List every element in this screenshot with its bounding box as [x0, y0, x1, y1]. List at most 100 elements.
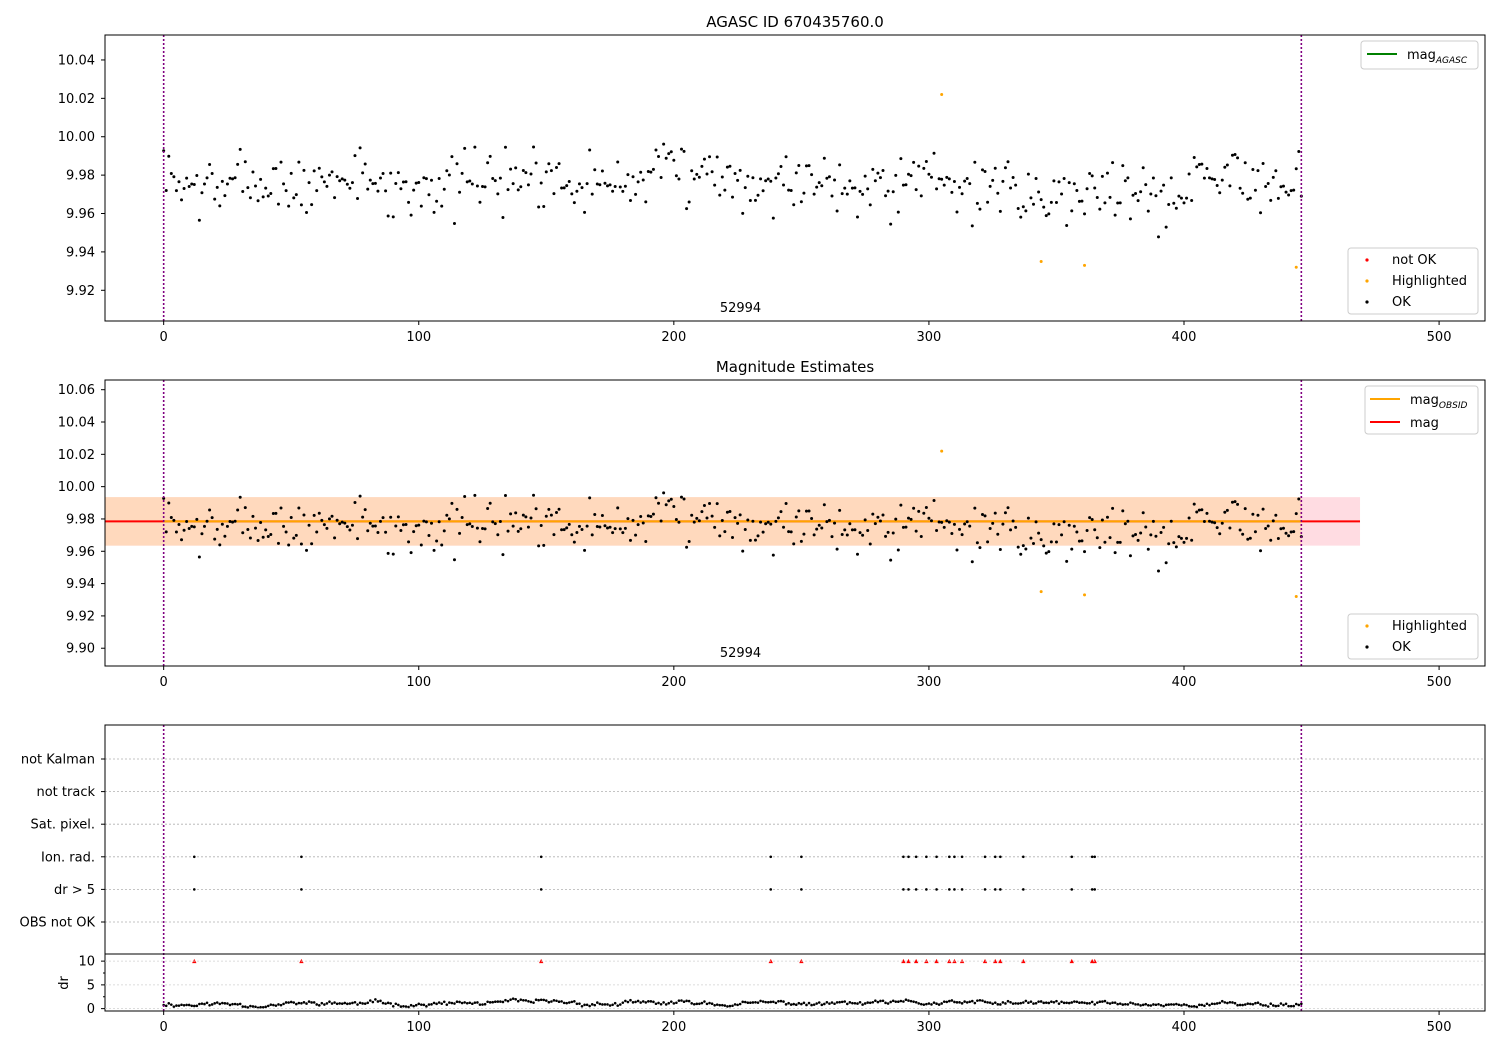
dr-point [167, 1002, 171, 1005]
agasc-ok-point [628, 198, 632, 202]
agasc-ok-point [963, 179, 967, 183]
dr-point [942, 1000, 946, 1003]
dr-point [1256, 1001, 1260, 1005]
dr-point [856, 1002, 859, 1005]
agasc-ok-point [1090, 174, 1094, 178]
agasc-ok-point [945, 175, 949, 179]
dr-point [356, 1003, 359, 1006]
agasc-ok-point [899, 157, 903, 161]
agasc-ok-point [501, 216, 505, 220]
dr-point [897, 1000, 900, 1004]
dr-point [728, 1004, 732, 1008]
agasc-ok-point [1243, 161, 1247, 165]
agasc-ok-point [1151, 176, 1155, 180]
dr-ytick-label: 5 [87, 978, 95, 993]
mag-ok-point [243, 506, 247, 510]
mag-ok-point [616, 506, 620, 510]
mag-ok-point [794, 515, 798, 519]
dr-point [440, 1002, 444, 1005]
agasc-ok-point [685, 207, 689, 211]
agasc-ok-point [567, 180, 571, 184]
mag-ok-point [305, 548, 309, 552]
dr-point [279, 1003, 283, 1007]
mag-ok-point [1218, 532, 1222, 536]
agasc-ok-point [1088, 171, 1092, 175]
dr-point [820, 1003, 824, 1007]
flag-event-point [948, 888, 951, 891]
dr-point [953, 1000, 956, 1004]
agasc-ok-point [1259, 211, 1263, 215]
agasc-ok-point [287, 204, 291, 208]
dr-point [1266, 1005, 1270, 1008]
agasc-ok-point [340, 177, 344, 181]
agasc-ok-point [621, 189, 625, 193]
dr-point [374, 998, 377, 1001]
agasc-ok-point [697, 175, 701, 179]
dr-point [812, 1003, 816, 1006]
agasc-ok-point [195, 174, 199, 178]
agasc-ok-point [914, 188, 918, 192]
dr-point [1292, 1004, 1295, 1008]
agasc-xtick-label: 200 [661, 330, 686, 345]
dr-point [769, 1000, 773, 1004]
dr-point [277, 1003, 280, 1006]
mag-ok-point [588, 496, 592, 500]
agasc-ok-point [371, 182, 375, 186]
agasc-ok-point [190, 182, 194, 186]
mag-ok-point [458, 531, 462, 535]
mag-ok-point [618, 527, 622, 531]
agasc-ok-point [639, 170, 643, 174]
dr-point [800, 1002, 803, 1006]
dr-point [210, 1003, 214, 1006]
agasc-ok-point [702, 157, 706, 161]
agasc-ok-point [769, 179, 773, 183]
flag-event-point [192, 888, 196, 891]
dr-point [228, 1003, 232, 1007]
agasc-ok-point [1131, 193, 1135, 197]
agasc-ok-point [1230, 153, 1234, 157]
mag-ok-point [317, 511, 321, 515]
dr-point [616, 1004, 620, 1007]
mag-ok-point [345, 525, 349, 529]
agasc-ok-point [1266, 182, 1270, 186]
agasc-ok-point [514, 166, 518, 170]
agasc-ok-point [636, 180, 640, 184]
mag-ok-point [1103, 540, 1107, 544]
agasc-ok-point [549, 169, 553, 173]
mag-ok-point [884, 534, 888, 538]
dr-point [338, 1002, 341, 1005]
agasc-ok-point [259, 177, 263, 181]
dr-point [346, 1002, 349, 1006]
dr-point [797, 1001, 801, 1005]
agasc-ok-point [282, 182, 286, 186]
mag-ok-point [1202, 520, 1206, 524]
dr-point [659, 1002, 663, 1006]
agasc-ok-point [993, 166, 997, 170]
mag-ok-point [1075, 530, 1079, 534]
mag-ok-point [651, 512, 655, 516]
dr-point [848, 1001, 852, 1004]
agasc-ok-point [338, 179, 342, 183]
mag-ok-point [606, 526, 610, 530]
dr-point [940, 1002, 943, 1005]
legend-mag-agasc-label: mag [1407, 48, 1436, 63]
agasc-ok-point [1274, 169, 1278, 173]
agasc-ok-point [802, 191, 806, 195]
agasc-ok-point [496, 192, 500, 196]
dr-point [881, 999, 885, 1003]
agasc-ok-point [815, 185, 819, 189]
dr-point [815, 1002, 818, 1005]
agasc-ok-point [1294, 167, 1298, 171]
agasc-ok-point [460, 171, 464, 175]
mag-ok-point [1185, 536, 1189, 540]
agasc-ok-point [669, 150, 673, 154]
mag-ok-point [886, 530, 890, 534]
dr-point [1146, 1003, 1150, 1007]
dr-point [948, 999, 951, 1003]
agasc-ok-point [1072, 182, 1076, 186]
dr-point [333, 1001, 336, 1004]
dr-point [593, 1003, 597, 1007]
flag-event-point [1090, 888, 1094, 891]
dr-point [986, 1001, 989, 1004]
